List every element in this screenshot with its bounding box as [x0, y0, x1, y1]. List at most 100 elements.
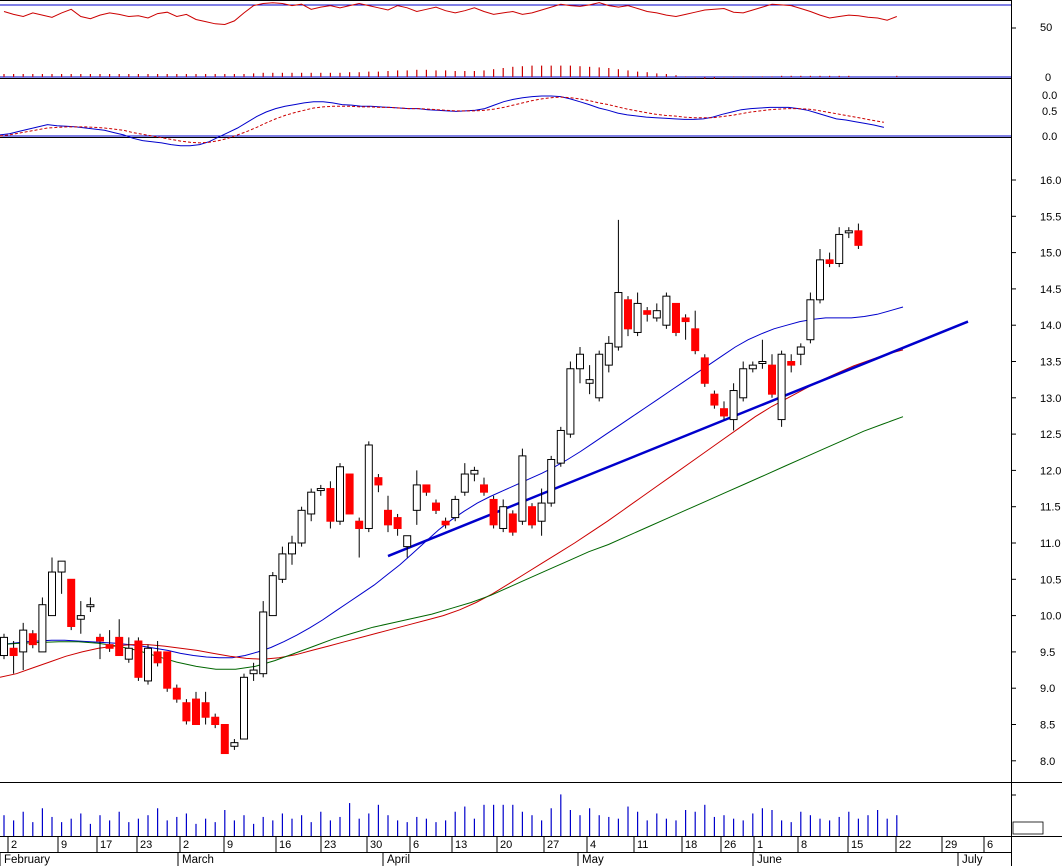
candle-body [211, 716, 220, 725]
candle-body [384, 509, 392, 526]
macd-tick-label-half: 0.5 [1042, 106, 1057, 118]
candlestick [748, 361, 757, 373]
candlestick [844, 227, 853, 239]
candlestick [854, 223, 863, 249]
price-tick-label: 10.5 [1040, 574, 1061, 586]
candlestick [806, 292, 815, 344]
candle-body [614, 292, 623, 348]
volume-panel [3, 794, 1044, 836]
candle-body [172, 687, 181, 700]
candlestick [489, 495, 498, 529]
candle-body [537, 502, 546, 522]
macd-line [0, 95, 885, 147]
month-label: May [582, 854, 604, 866]
candle-body [364, 444, 373, 529]
candlestick [172, 684, 181, 703]
candle-body [220, 724, 229, 755]
candle-body [806, 299, 815, 341]
day-tick-label: 9 [227, 839, 233, 851]
candlestick [105, 630, 114, 652]
candle-body [86, 604, 95, 608]
candle-body [192, 698, 200, 726]
histogram-bars [3, 65, 898, 79]
candlestick [633, 292, 642, 337]
candlestick [278, 546, 287, 583]
candlestick [700, 354, 709, 387]
day-tick-label: 11 [637, 839, 648, 851]
macd-signal-line [0, 96, 884, 144]
candle-body [9, 647, 18, 657]
moving-average-red [0, 349, 904, 678]
candle-body [441, 520, 450, 526]
candlestick [67, 578, 76, 631]
candle-body [768, 364, 776, 395]
month-label: June [757, 854, 782, 866]
candle-body [259, 611, 268, 675]
candle-body [134, 640, 143, 678]
candle-body [585, 379, 594, 384]
candle-body [19, 629, 28, 653]
candlestick [480, 477, 488, 496]
day-tick-label: 26 [724, 839, 736, 851]
candle-body [499, 506, 508, 529]
candlestick [0, 633, 8, 660]
candlestick [422, 484, 431, 496]
candle-body [297, 509, 306, 544]
candlesticks [0, 219, 863, 755]
candle-body [28, 633, 37, 646]
day-tick-label: 13 [455, 839, 467, 851]
moving-average-blue [0, 306, 904, 659]
candle-body [460, 473, 469, 493]
candle-body [412, 484, 421, 511]
candlestick [249, 662, 258, 681]
price-axis-ticks: 16.0 15.5 15.0 14.5 14.0 13.5 13.0 12.5 12.0 11.5… [1011, 175, 1061, 768]
candlestick [134, 637, 143, 681]
price-tick-label: 15.5 [1040, 211, 1061, 223]
candlestick [230, 739, 239, 750]
candlestick [518, 448, 527, 525]
macd-tick-label-baseline: 0.0 [1042, 131, 1057, 143]
candlestick [758, 339, 767, 369]
candle-body [124, 647, 133, 660]
rsi-tick-label: 50 [1040, 22, 1052, 34]
candlestick [566, 361, 575, 438]
candle-body [57, 560, 66, 573]
candlestick [768, 354, 776, 398]
price-tick-label: 13.0 [1040, 393, 1061, 405]
candle-body [326, 488, 335, 522]
candlestick [681, 314, 690, 340]
candlestick [460, 463, 469, 496]
candle-body [374, 477, 383, 486]
candlestick [624, 296, 632, 337]
candlestick [508, 510, 517, 536]
candle-body [403, 535, 412, 548]
day-tick-label: 2 [183, 839, 189, 851]
candle-body [201, 702, 210, 718]
candle-body [345, 473, 354, 515]
candlestick [384, 495, 392, 533]
candle-body [182, 702, 191, 722]
month-label: February [4, 854, 50, 866]
day-tick-label: 15 [851, 839, 863, 851]
day-tick-label: 20 [500, 839, 512, 851]
candle-body [163, 651, 172, 689]
candlestick [182, 699, 191, 725]
candlestick [796, 343, 805, 366]
candle-body [0, 636, 8, 657]
price-tick-label: 14.5 [1040, 284, 1061, 296]
candle-body [249, 669, 258, 675]
candle-body [96, 636, 104, 642]
candlestick [576, 346, 584, 384]
candlestick [604, 336, 613, 373]
candle-body [547, 459, 556, 504]
day-tick-label: 23 [324, 839, 336, 851]
day-tick-label: 9 [61, 839, 67, 851]
candle-body [816, 259, 824, 301]
candle-body [48, 571, 56, 617]
candle-body [508, 513, 517, 533]
candle-body [672, 302, 680, 333]
candlestick [240, 673, 248, 740]
candle-body [576, 353, 584, 370]
